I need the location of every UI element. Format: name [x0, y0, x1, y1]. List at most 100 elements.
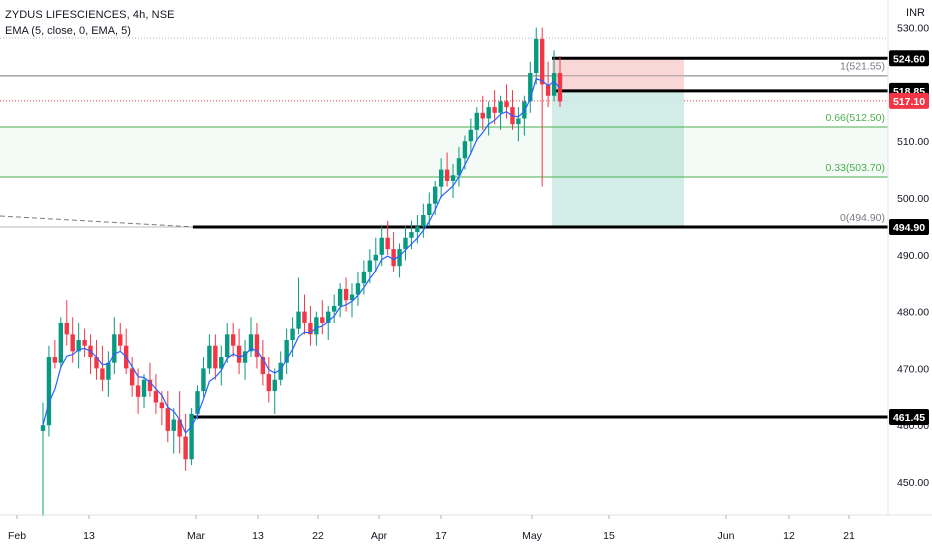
candle-body [367, 260, 373, 272]
candle-body [320, 317, 325, 323]
x-tick-label: Apr [371, 530, 388, 542]
candle-body [302, 311, 307, 323]
candle-body [480, 112, 485, 119]
candle-body [94, 357, 99, 369]
price-badge-label: 461.45 [893, 412, 925, 424]
candle-body [355, 283, 361, 295]
y-tick-label: 500.00 [897, 193, 929, 205]
candle-body [58, 322, 64, 363]
price-badge [889, 92, 929, 109]
fib-level-label: 1(521.55) [840, 61, 885, 73]
candle-body [539, 38, 545, 85]
candle-body [242, 351, 248, 363]
candle-body [427, 203, 432, 216]
candle-body [331, 305, 337, 312]
candle-body [153, 391, 159, 403]
candle-body [236, 345, 242, 363]
candle-body [171, 419, 176, 431]
x-tick-label: May [522, 530, 543, 542]
y-tick-label: 480.00 [897, 307, 929, 319]
candle-body [462, 141, 468, 159]
candle-body [545, 84, 551, 96]
fib-band [0, 127, 888, 177]
candle-body [349, 294, 355, 301]
candle-body [492, 107, 497, 113]
candle-body [272, 379, 277, 392]
candle-body [219, 357, 224, 369]
candle-body [165, 408, 170, 431]
candle-body [52, 357, 58, 363]
candle-body [266, 374, 272, 392]
candle-body [391, 249, 396, 267]
x-tick-label: 15 [603, 530, 615, 542]
candle-body [183, 436, 188, 460]
candle-body [189, 413, 194, 460]
candle-body [444, 169, 450, 181]
x-tick-label: Jun [718, 530, 735, 542]
candle-body [46, 357, 52, 426]
x-tick-label: 22 [312, 530, 324, 542]
currency-label: INR [906, 7, 925, 19]
candle-body [385, 237, 390, 250]
candle-body [230, 334, 236, 346]
trend-line [0, 215, 196, 228]
candle-body [343, 288, 349, 301]
fib-level-label: 0.33(503.70) [825, 162, 885, 174]
candle-body [201, 368, 206, 392]
x-tick-label: 13 [252, 530, 264, 542]
take-profit-zone [552, 90, 684, 227]
price-badge-label: 494.90 [893, 222, 925, 234]
candle-body [135, 385, 141, 397]
candle-body [504, 101, 509, 108]
price-badge-label: 517.10 [893, 96, 925, 108]
fib-level-label: 0(494.90) [840, 212, 885, 224]
x-tick-label: 21 [843, 530, 855, 542]
candle-body [361, 271, 367, 284]
y-tick-label: 450.00 [897, 477, 929, 489]
fib-level-label: 0.66(512.50) [825, 112, 885, 124]
candle-body [415, 226, 420, 233]
candle-body [76, 340, 81, 352]
candle-body [379, 237, 384, 255]
stop-loss-zone [552, 58, 684, 91]
candle-body [70, 334, 75, 352]
candle-body [433, 186, 438, 204]
candle-body [278, 362, 283, 380]
candle-body [468, 129, 474, 142]
candle-body [421, 215, 426, 227]
candle-body [82, 340, 87, 346]
candle-body [195, 391, 200, 414]
candle-body [40, 425, 46, 431]
indicator-label[interactable]: EMA (5, close, 0, EMA, 5) [5, 25, 131, 37]
price-badge-label: 524.60 [893, 53, 925, 65]
candle-body [260, 357, 266, 375]
candle-body [290, 328, 295, 340]
candle-body [112, 334, 117, 363]
candle-body [456, 158, 462, 176]
candle-body [403, 237, 408, 250]
candle-body [254, 334, 260, 358]
candle-body [498, 101, 503, 113]
candle-body [225, 334, 230, 358]
candle-body [106, 362, 111, 380]
y-tick-label: 530.00 [897, 23, 929, 35]
candle-body [177, 419, 182, 437]
x-tick-label: 13 [83, 530, 95, 542]
candle-body [486, 107, 491, 119]
candle-body [308, 322, 313, 335]
candle-body [337, 288, 343, 306]
candle-body [528, 73, 533, 102]
candle-body [474, 112, 480, 130]
candle-body [516, 118, 521, 125]
candle-body [284, 340, 289, 363]
x-tick-label: Feb [8, 530, 26, 542]
symbol-title[interactable]: ZYDUS LIFESCIENCES, 4h, NSE [5, 9, 175, 21]
candle-body [326, 311, 331, 323]
candle-body [248, 334, 254, 352]
candle-body [314, 317, 319, 335]
candle-body [409, 232, 414, 238]
candle-body [64, 322, 69, 335]
candle-body [397, 249, 402, 267]
candle-body [129, 368, 135, 386]
